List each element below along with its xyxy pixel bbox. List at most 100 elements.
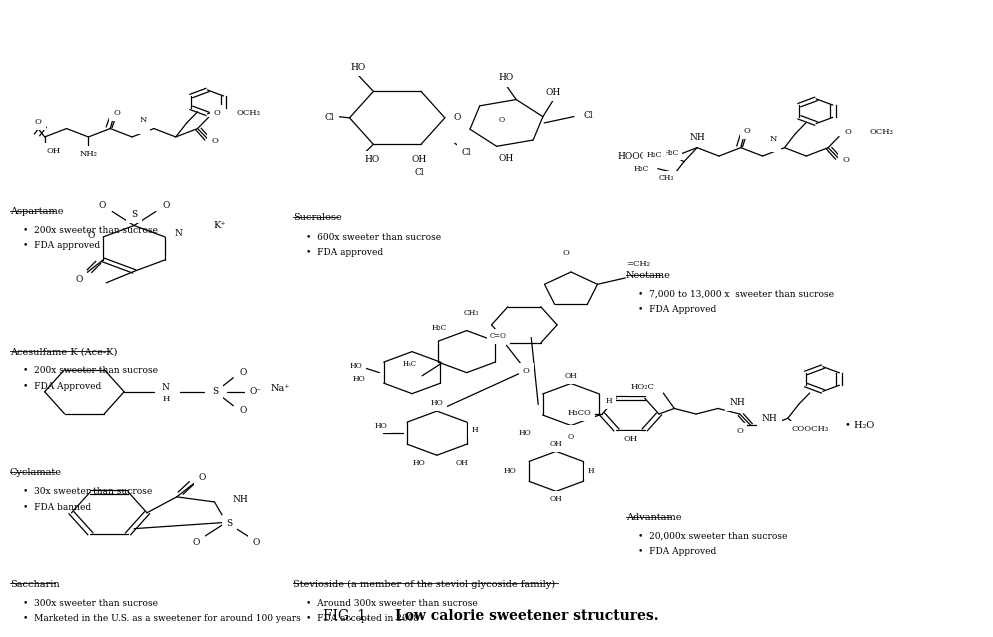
Text: •  200x sweeter than sucrose: • 200x sweeter than sucrose [23,366,158,375]
Text: O: O [199,473,207,482]
Text: •  FDA banned: • FDA banned [23,503,91,512]
Text: •  7,000 to 13,000 x  sweeter than sucrose: • 7,000 to 13,000 x sweeter than sucrose [638,290,834,299]
Text: N: N [162,383,170,392]
Text: O: O [35,118,42,125]
Text: Aspartame: Aspartame [10,207,64,216]
Text: H₃C: H₃C [403,361,417,368]
Text: O: O [239,406,247,415]
Text: Cl: Cl [583,111,593,120]
Text: N: N [175,229,183,238]
Text: N: N [139,116,147,124]
Text: S: S [213,387,218,396]
Text: Na⁺: Na⁺ [270,384,290,393]
Text: O: O [498,117,504,124]
Text: • H₂O: • H₂O [845,421,875,430]
Text: N: N [770,134,778,143]
Text: Cl: Cl [462,148,472,157]
Text: HO: HO [412,459,425,467]
Text: OH: OH [47,147,62,155]
Text: OH: OH [565,429,577,437]
Text: •  300x sweeter than sucrose: • 300x sweeter than sucrose [23,599,158,608]
Text: O: O [843,156,850,164]
Text: OCH₃: OCH₃ [237,109,261,117]
Text: HO: HO [350,362,362,370]
Text: •  FDA approved: • FDA approved [23,241,100,250]
Text: O⁻: O⁻ [249,387,261,396]
Text: H₃C: H₃C [432,324,447,332]
Text: Cyclamate: Cyclamate [10,468,62,477]
Text: Stevioside (a member of the steviol glycoside family): Stevioside (a member of the steviol glyc… [293,580,555,589]
Text: NH: NH [689,133,705,142]
Text: Saccharin: Saccharin [10,580,60,589]
Text: •  Around 300x sweeter than sucrose: • Around 300x sweeter than sucrose [306,599,478,608]
Text: •  30x sweeter than sucrose: • 30x sweeter than sucrose [23,487,152,496]
Text: •  FDA Approved: • FDA Approved [638,547,717,556]
Text: H₃CO: H₃CO [567,409,591,417]
Text: •  FDA accepted in 2008: • FDA accepted in 2008 [306,614,419,623]
Text: O: O [737,427,743,435]
Text: O: O [75,275,83,283]
Text: NH: NH [232,495,248,504]
Text: OH: OH [624,435,638,443]
Text: OH: OH [545,88,560,97]
Text: K⁺: K⁺ [213,221,226,230]
Text: H₃C: H₃C [663,148,678,157]
Text: CH₃: CH₃ [464,310,480,317]
Text: •  600x sweeter than sucrose: • 600x sweeter than sucrose [306,233,441,241]
Text: H: H [606,397,612,405]
Text: O: O [193,538,201,547]
Text: HO₂C: HO₂C [631,383,654,391]
Text: OH: OH [456,459,468,467]
Text: •  20,000x sweeter than sucrose: • 20,000x sweeter than sucrose [638,532,787,541]
Text: •  FDA approved: • FDA approved [306,248,383,257]
Text: O: O [212,137,218,145]
Text: H₃C: H₃C [646,152,662,159]
Text: O: O [162,201,170,210]
Text: HO: HO [353,375,365,383]
Text: S: S [226,519,232,528]
Text: H: H [771,140,777,148]
Text: S: S [131,210,137,218]
Text: HO: HO [351,62,366,71]
Text: •  FDA Approved: • FDA Approved [23,382,101,390]
Text: H: H [472,426,478,434]
Text: O: O [563,249,569,257]
Text: H₃C: H₃C [634,165,649,173]
Text: O: O [213,109,220,117]
Text: HO: HO [518,429,531,437]
Text: O: O [98,201,106,210]
Text: O: O [87,231,95,240]
Text: HO: HO [364,155,380,164]
Text: HO: HO [498,73,514,82]
Text: O: O [568,433,574,441]
Text: HO: HO [503,468,516,475]
Text: HO: HO [374,422,387,429]
Text: COOCH₃: COOCH₃ [791,426,828,433]
Text: Cl: Cl [414,168,424,177]
Text: OH: OH [498,154,514,163]
Text: O: O [744,127,751,135]
Text: Low calorie sweetener structures.: Low calorie sweetener structures. [390,609,659,623]
Text: O: O [844,128,851,136]
Text: Acesulfame K (Ace-K): Acesulfame K (Ace-K) [10,347,117,356]
Text: H: H [140,122,146,130]
Text: Cl: Cl [325,113,335,122]
Text: O: O [239,368,247,377]
Text: NH: NH [762,415,778,424]
Text: OCH₃: OCH₃ [870,128,894,136]
Text: =CH₂: =CH₂ [627,261,650,268]
Text: •  Marketed in the U.S. as a sweetener for around 100 years: • Marketed in the U.S. as a sweetener fo… [23,614,301,623]
Text: O: O [113,109,120,117]
Text: OH: OH [550,440,562,448]
Text: NH₂: NH₂ [79,150,97,158]
Text: Sucralose: Sucralose [293,213,342,222]
Text: CH₃: CH₃ [658,175,674,182]
Text: NH: NH [730,397,746,406]
Text: •  200x sweeter than sucrose: • 200x sweeter than sucrose [23,226,158,235]
Text: •  FDA Approved: • FDA Approved [638,305,717,314]
Text: OH: OH [565,372,577,380]
Text: O: O [523,367,529,375]
Text: FIG. 1.: FIG. 1. [323,609,370,623]
Text: Neotame: Neotame [626,271,670,280]
Text: O: O [453,113,461,122]
